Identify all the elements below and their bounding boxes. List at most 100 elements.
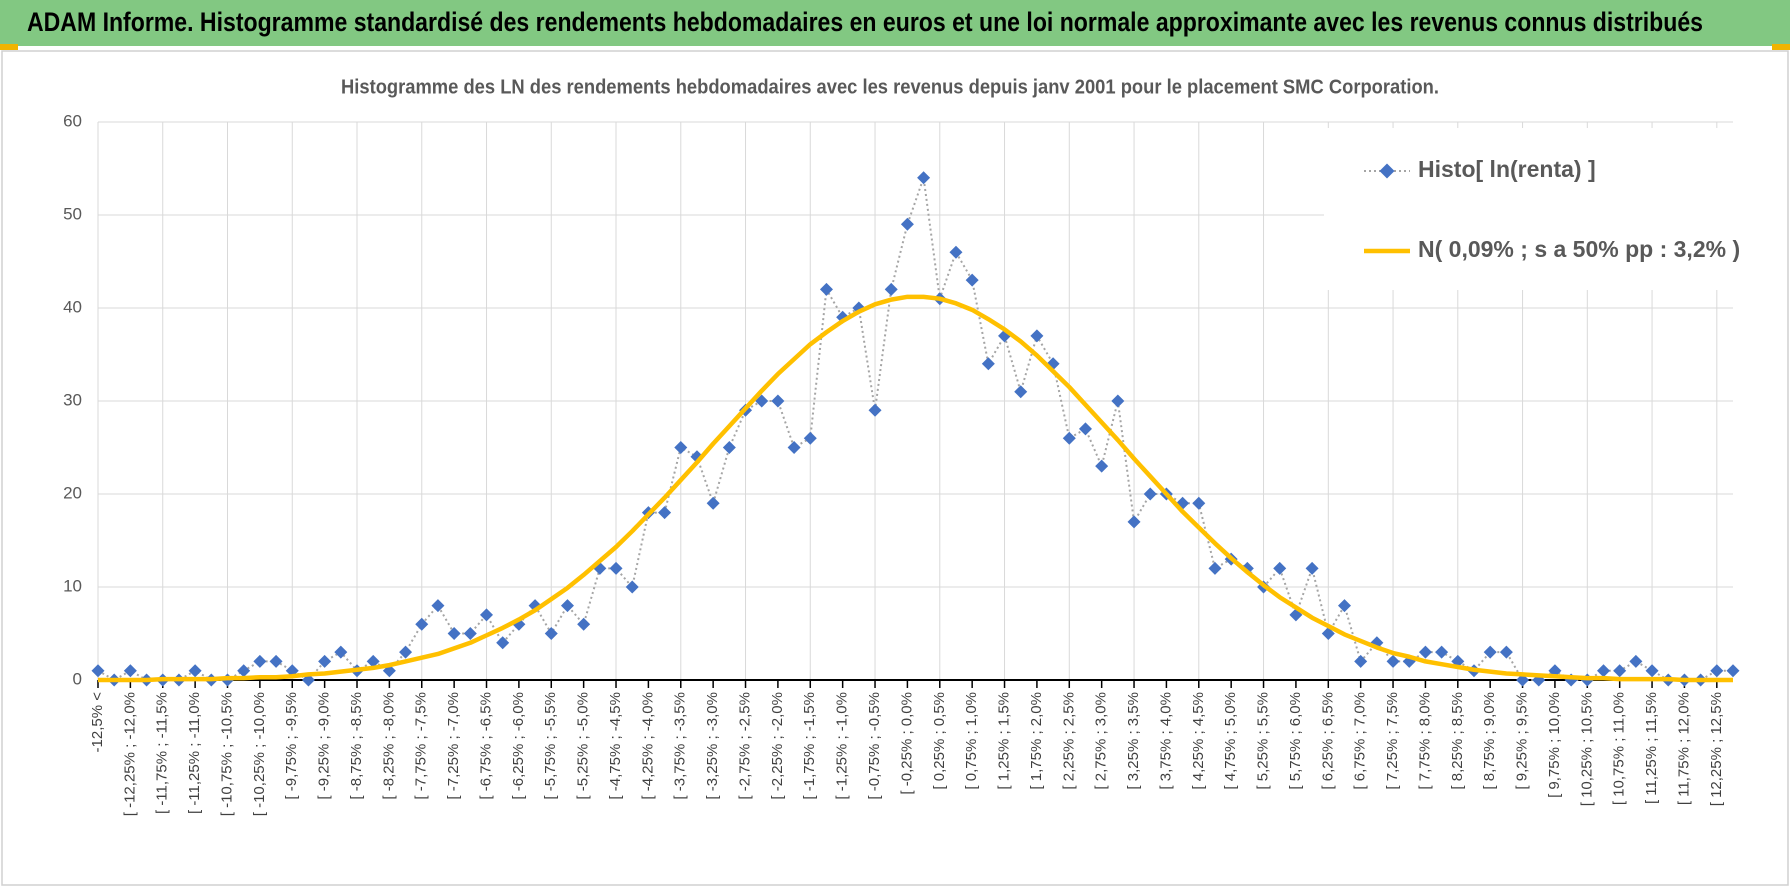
x-tick-label: [ 0,25% ; 0,5% [931,692,948,790]
data-point [1143,487,1157,501]
data-point [609,561,623,575]
x-tick-label: [ -11,75% ; -11,5% [154,692,171,814]
data-point [706,496,720,510]
x-tick-label: [ 12,25% ; 12,5% [1708,692,1725,806]
x-tick-label: [ -10,25% ; -10,0% [251,692,268,816]
x-tick-label: [ 2,75% ; 3,0% [1093,692,1110,790]
x-tick-label: [ 8,25% ; 8,5% [1449,692,1466,790]
legend-label: N( 0,09% ; s a 50% pp : 3,2% ) [1418,236,1740,262]
x-tick-label: [ -2,25% ; -2,0% [769,692,786,800]
y-tick-label: 30 [63,390,82,409]
data-point [1435,645,1449,659]
data-point [722,441,736,454]
data-point [884,282,898,296]
x-tick-label: [ 3,75% ; 4,0% [1157,692,1174,790]
data-point [269,654,283,668]
series-line [98,294,1733,683]
x-tick-label: [ -1,75% ; -1,5% [801,692,818,800]
data-point [1192,496,1206,510]
x-tick-label: [ -1,25% ; -1,0% [834,692,851,800]
x-tick-label: [ -5,25% ; -5,0% [575,692,592,800]
data-point [1629,654,1643,668]
x-tick-label: [ 6,25% ; 6,5% [1319,692,1336,790]
data-point [366,654,380,668]
corner-mark [1772,44,1790,50]
data-point [981,357,995,371]
header-title: ADAM Informe. Histogramme standardisé de… [27,7,1703,37]
x-tick-label: [ -6,25% ; -6,0% [510,692,527,800]
x-tick-label: [ -7,75% ; -7,5% [413,692,430,800]
data-point [431,599,445,613]
data-point [917,171,931,185]
data-point [1645,664,1659,678]
x-tick-label: [ -7,25% ; -7,0% [445,692,462,800]
data-point [1483,645,1497,659]
data-point [771,394,785,408]
legend-marker [1379,163,1395,179]
x-tick-label: [ 4,25% ; 4,5% [1190,692,1207,790]
data-point [188,664,202,678]
x-tick-label: [ -0,75% ; -0,5% [866,692,883,800]
data-point [819,282,833,296]
data-point [334,645,348,659]
x-tick-label: [ 7,75% ; 8,0% [1416,692,1433,790]
x-tick-label: [ -3,25% ; -3,0% [704,692,721,800]
data-point [415,617,429,631]
data-point [625,580,639,594]
data-point [1726,664,1740,678]
x-tick-label: [ 9,75% ; 10,0% [1546,692,1563,798]
x-tick-label: [ 11,25% ; 11,5% [1643,692,1660,804]
y-tick-label: 60 [63,111,82,130]
data-point [900,217,914,231]
data-point [399,645,413,659]
data-point [480,608,494,622]
x-tick-label: [ 3,25% ; 3,5% [1125,692,1142,790]
data-point [803,431,817,445]
x-tick-label: [ -9,25% ; -9,0% [316,692,333,800]
data-point [674,441,688,454]
x-tick-label: [ -4,75% ; -4,5% [607,692,624,800]
y-tick-label: 20 [63,483,82,502]
data-point [1030,329,1044,343]
data-point [496,636,510,650]
x-tick-label: [ 2,25% ; 2,5% [1060,692,1077,790]
y-tick-label: 0 [73,669,82,688]
data-point [318,654,332,668]
data-point [755,394,769,408]
data-point [1208,561,1222,575]
header-bar [0,0,1790,46]
x-tick-label: [ -5,75% ; -5,5% [542,692,559,800]
data-point [1386,654,1400,668]
data-point [237,664,251,678]
data-point [253,654,267,668]
x-tick-label: [ 10,75% ; 11,0% [1611,692,1628,805]
data-point [1273,561,1287,575]
x-tick-label: [ -4,25% ; -4,0% [639,692,656,800]
data-point [658,506,672,520]
x-tick-label: [ 10,25% ; 10,5% [1578,692,1595,806]
x-tick-label: [ 1,25% ; 1,5% [996,692,1013,790]
data-point [1095,459,1109,473]
legend-box [1324,128,1734,290]
data-point [868,403,882,417]
y-tick-label: 10 [63,576,82,595]
data-point [1337,599,1351,613]
chart-frame [1,50,1789,886]
x-tick-label: -12,5% < [89,692,106,753]
data-point [577,617,591,631]
data-point [1613,664,1627,678]
plot-area: 0 10 20 30 40 50 60 -12,5% < [ -12,25% ; -12,0% [… [63,111,1740,816]
data-point [463,627,477,640]
x-tick-label: [ -11,25% ; -11,0% [186,692,203,814]
x-tick-label: [ 6,75% ; 7,0% [1352,692,1369,790]
data-point [1710,664,1724,678]
data-point [1014,385,1028,399]
data-point [1078,422,1092,436]
x-tick-label: [ 4,75% ; 5,0% [1222,692,1239,790]
x-tick-label: [ 1,75% ; 2,0% [1028,692,1045,790]
x-tick-label: [ -6,75% ; -6,5% [477,692,494,800]
x-tick-label: [ 11,75% ; 12,0% [1675,692,1692,805]
data-point [787,441,801,454]
data-point [91,664,105,678]
